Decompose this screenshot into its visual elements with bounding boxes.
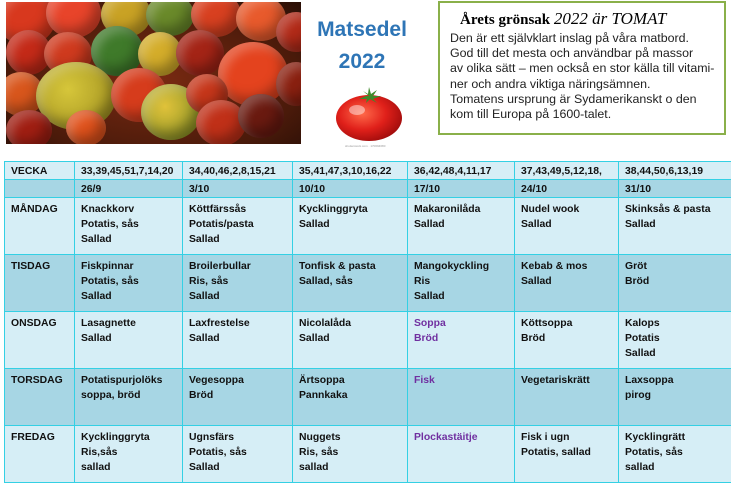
day-label: MÅNDAG: [4, 197, 75, 255]
meal-cell: Potatispurjolöks soppa, bröd: [74, 368, 183, 426]
day-row-tisdag: TISDAG Fiskpinnar Potatis, sås Sallad Br…: [4, 254, 731, 312]
meal-cell: Mangokyckling Ris Sallad: [407, 254, 515, 312]
vecka-label: VECKA: [4, 161, 75, 180]
meal-cell: Kebab & mos Sallad: [514, 254, 619, 312]
meal-cell: Nicolalåda Sallad: [292, 311, 408, 369]
date-row-label: [4, 179, 75, 198]
meal-cell: Soppa Bröd: [407, 311, 515, 369]
infobox-heading-prefix: Årets grönsak: [460, 12, 551, 28]
meal-cell: Kycklinggryta Sallad: [292, 197, 408, 255]
meal-cell: Nuggets Ris, sås sallad: [292, 425, 408, 483]
week-cell: 37,43,49,5,12,18,: [514, 161, 619, 180]
date-cell: 17/10: [407, 179, 515, 198]
date-cell: 24/10: [514, 179, 619, 198]
meal-cell: Ärtsoppa Pannkaka: [292, 368, 408, 426]
week-cell: 36,42,48,4,11,17: [407, 161, 515, 180]
day-row-onsdag: ONSDAG Lasagnette Sallad Laxfrestelse Sa…: [4, 311, 731, 369]
meal-cell: Nudel wook Sallad: [514, 197, 619, 255]
week-cell: 38,44,50,6,13,19: [618, 161, 731, 180]
day-label: TISDAG: [4, 254, 75, 312]
meal-cell: Fisk: [407, 368, 515, 426]
vegetable-of-year-box: Årets grönsak 2022 är TOMAT Den är ett s…: [438, 1, 726, 135]
meal-cell: Laxsoppa pirog: [618, 368, 731, 426]
meal-cell: Kalops Potatis Sallad: [618, 311, 731, 369]
title-line-1: Matsedel: [317, 18, 407, 41]
day-row-fredag: FREDAG Kycklinggryta Ris,sås sallad Ugns…: [4, 425, 731, 483]
title-line-2: 2022: [338, 50, 386, 73]
meal-cell: Köttsoppa Bröd: [514, 311, 619, 369]
meal-cell: Gröt Bröd: [618, 254, 731, 312]
date-cell: 31/10: [618, 179, 731, 198]
day-row-mandag: MÅNDAG Knackkorv Potatis, sås Sallad Köt…: [4, 197, 731, 255]
meal-cell: Skinksås & pasta Sallad: [618, 197, 731, 255]
week-cell: 33,39,45,51,7,14,20: [74, 161, 183, 180]
meal-cell: Makaronilåda Sallad: [407, 197, 515, 255]
meal-cell: Kycklinggryta Ris,sås sallad: [74, 425, 183, 483]
tomato-photo: [6, 2, 301, 144]
menu-table: VECKA 33,39,45,51,7,14,20 34,40,46,2,8,1…: [4, 161, 731, 483]
week-cell: 34,40,46,2,8,15,21: [182, 161, 293, 180]
page-title: Matsedel 2022: [306, 14, 418, 78]
date-row: 26/9 3/10 10/10 17/10 24/10 31/10: [4, 179, 731, 198]
week-cell: 35,41,47,3,10,16,22: [292, 161, 408, 180]
meal-cell: Knackkorv Potatis, sås Sallad: [74, 197, 183, 255]
day-label: TORSDAG: [4, 368, 75, 426]
infobox-heading: Årets grönsak 2022 är TOMAT: [460, 9, 724, 29]
meal-cell: Laxfrestelse Sallad: [182, 311, 293, 369]
meal-cell: Broilerbullar Ris, sås Sallad: [182, 254, 293, 312]
meal-cell: Vegesoppa Bröd: [182, 368, 293, 426]
meal-cell: Tonfisk & pasta Sallad, sås: [292, 254, 408, 312]
date-cell: 3/10: [182, 179, 293, 198]
date-cell: 26/9: [74, 179, 183, 198]
meal-cell: Kycklingrätt Potatis, sås sallad: [618, 425, 731, 483]
image-caption: shutterstock.com · 170694680: [345, 144, 386, 148]
meal-cell: Ugnsfärs Potatis, sås Sallad: [182, 425, 293, 483]
day-row-torsdag: TORSDAG Potatispurjolöks soppa, bröd Veg…: [4, 368, 731, 426]
infobox-heading-emphasis: 2022 är TOMAT: [553, 9, 667, 28]
infobox-body: Den är ett självklart inslag på våra mat…: [450, 31, 715, 122]
tomato-icon: [336, 87, 402, 141]
meal-cell: Köttfärssås Potatis/pasta Sallad: [182, 197, 293, 255]
meal-cell: Vegetariskrätt: [514, 368, 619, 426]
date-cell: 10/10: [292, 179, 408, 198]
day-label: ONSDAG: [4, 311, 75, 369]
day-label: FREDAG: [4, 425, 75, 483]
week-row: VECKA 33,39,45,51,7,14,20 34,40,46,2,8,1…: [4, 161, 731, 180]
meal-cell: Lasagnette Sallad: [74, 311, 183, 369]
meal-cell: Fisk i ugn Potatis, sallad: [514, 425, 619, 483]
meal-cell: Fiskpinnar Potatis, sås Sallad: [74, 254, 183, 312]
meal-cell: Plockastäitje: [407, 425, 515, 483]
